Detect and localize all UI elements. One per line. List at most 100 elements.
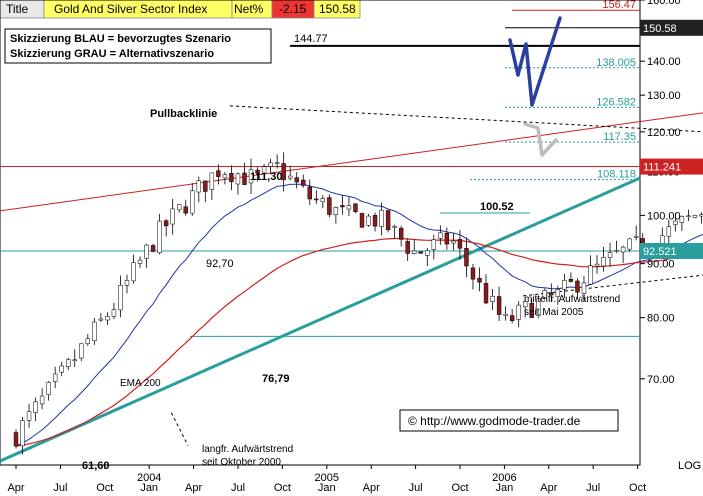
candle-body [307,186,312,200]
level-label: 156.47 [602,0,636,11]
mid-trend-label-1: mittelfr. Aufwärtstrend [524,294,620,305]
candle-body [542,290,547,299]
mid-trend-label-2: seit Mai 2005 [524,307,584,318]
y-tick-label: 140.00 [647,56,681,68]
candle-body [594,263,600,267]
candle-body [157,220,162,254]
x-tick-label: Jul [53,482,67,494]
candle-body [359,213,365,228]
candle-body [20,420,25,447]
candle-body [392,226,397,228]
candle-body [261,166,267,174]
channel-top-line [0,112,703,212]
candle-body [281,163,286,181]
candle-body [124,280,130,286]
x-year-label: 2006 [492,472,516,484]
candle-body [150,245,156,252]
x-tick-label: Jan [140,482,158,494]
candle-body [327,197,332,215]
copyright-box: © http://www.godmode-trader.de [399,409,619,432]
candle-body [340,205,345,208]
candle-body [601,256,606,267]
pullback-line [229,105,703,133]
candle-body [509,315,515,322]
level-label: 138.005 [596,57,636,69]
mid-2004-label: 92,70 [206,258,234,270]
candle-body [620,246,626,253]
candle-body [353,203,358,212]
axis-layer: 160.00150.00140.00130.00120.00110.00100.… [7,0,701,494]
candle-body [483,283,489,304]
candle-body [137,259,143,264]
header-title-label: Title [6,2,29,16]
x-tick-label: Apr [185,482,202,494]
candle-body [216,170,221,177]
candle-body [614,250,619,252]
candle-body [131,262,136,282]
candle-body [242,172,247,185]
candle-body [144,244,149,259]
candle-body [190,190,195,214]
candle-body [464,248,469,267]
level-value-box [640,19,703,36]
level-label: 126.582 [596,96,636,108]
candle-body [523,301,528,308]
candle-body [568,278,574,282]
candle-body [301,179,306,186]
candle-body [105,316,110,321]
candle-body [438,232,443,239]
alternative-scenario-sketch [523,122,558,157]
candle-body [248,169,254,184]
y-tick-label: 120.00 [647,127,681,139]
candle-body [163,220,169,227]
candle-body [555,289,561,297]
candle-body [679,216,685,223]
level-label: 117.35 [603,131,636,143]
candle-body [92,321,97,342]
candle-body [398,227,404,240]
y-tick-label: 160.00 [647,0,681,7]
candle-body [379,209,384,227]
level-value-box [640,158,703,175]
y-scale-label: LOG [678,460,701,472]
candle-body [405,241,410,254]
candle-body [98,318,104,321]
x-tick-label: Oct [274,482,291,494]
x-tick-label: Oct [451,482,468,494]
y-tick-label: 70.00 [647,374,675,386]
candle-body [222,174,228,179]
y-tick-label: 90.00 [647,259,675,271]
x-tick-label: Apr [363,482,380,494]
candle-body [274,162,280,164]
candle-body [673,220,678,225]
header-title: Gold And Silver Sector Index [54,2,207,16]
legend-box: Skizzierung BLAU = bevorzugtes Szenario … [4,28,272,64]
candle-body [118,285,123,311]
scenario-layer [508,16,562,157]
candle-body [66,359,71,368]
candle-body [516,304,521,320]
candle-body [666,226,672,237]
x-tick-label: Apr [7,482,24,494]
level-value-box-label: 111.241 [643,162,681,174]
long-term-uptrend-line [0,176,641,463]
moving-averages-layer [15,183,703,447]
candle-body [529,302,534,318]
candle-body [85,338,91,345]
level-label: 144.77 [294,33,328,45]
trendlines-layer [0,105,703,463]
x-tick-label: Oct [629,482,646,494]
candle-body [385,210,391,230]
candle-body [235,173,241,185]
candle-body [412,250,417,254]
x-tick-label: Jul [586,482,600,494]
candle-body [52,373,58,382]
candle-body [536,298,541,316]
candle-body [268,162,273,167]
header-net-label: Net% [234,2,264,16]
candle-body [209,172,215,190]
candle-body [562,280,567,290]
legend-grey-text: Skizzierung GRAU = Alternativszenario [10,48,214,60]
candle-body [425,250,430,256]
